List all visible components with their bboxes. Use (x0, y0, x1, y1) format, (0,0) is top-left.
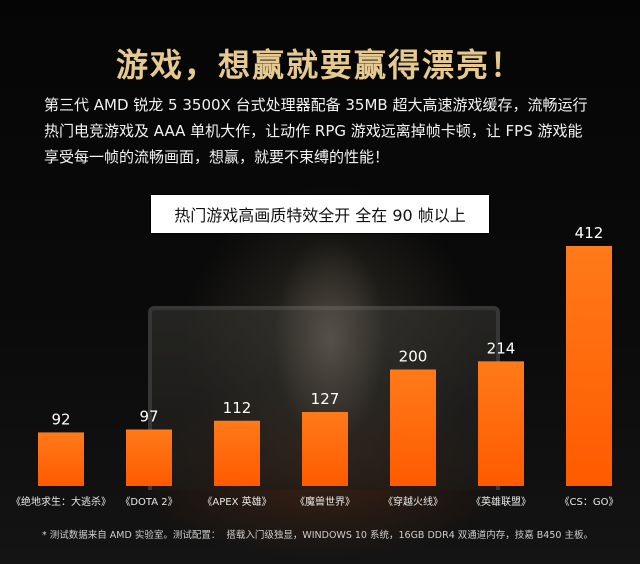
description-line-3: 享受每一帧的流畅画面，想赢，就要不束缚的性能！ (44, 148, 390, 166)
fps-banner: 热门游戏高画质特效全开 全在 90 帧以上 (150, 194, 490, 234)
bar-value-label-6: 412 (575, 224, 604, 242)
bar-0 (38, 432, 84, 486)
footnote-source: * 测试数据来自 AMD 实验室。测试配置： (42, 530, 221, 541)
page-title: 游戏，想赢就要赢得漂亮！ (115, 46, 524, 84)
category-label-2: 《APEX 英雄》 (202, 495, 271, 508)
bar-3 (302, 412, 348, 486)
bar-1 (126, 429, 172, 486)
category-label-0: 《绝地求生：大逃杀》 (11, 495, 111, 508)
description-line-1: 第三代 AMD 锐龙 5 3500X 台式处理器配备 35MB 超大高速游戏缓存… (44, 96, 588, 114)
description-line-2: 热门电竞游戏及 AAA 单机大作，让动作 RPG 游戏远离掉帧卡顿，让 FPS … (44, 122, 583, 140)
bar-2 (214, 420, 260, 486)
bar-6 (566, 246, 612, 486)
category-label-4: 《穿越火线》 (383, 495, 443, 508)
category-label-5: 《英雄联盟》 (471, 495, 531, 508)
bar-value-label-5: 214 (487, 339, 516, 357)
bar-value-label-0: 92 (51, 410, 70, 428)
bar-value-label-1: 97 (139, 407, 158, 425)
bar-value-label-2: 112 (223, 399, 252, 417)
category-label-3: 《魔兽世界》 (295, 495, 355, 508)
footnote: * 测试数据来自 AMD 实验室。测试配置： 搭载入门级独显，WINDOWS 10… (42, 527, 622, 541)
description: 第三代 AMD 锐龙 5 3500X 台式处理器配备 35MB 超大高速游戏缓存… (44, 92, 604, 170)
bar-5 (478, 361, 524, 486)
category-label-6: 《CS：GO》 (560, 496, 619, 508)
category-label-1: 《DOTA 2》 (120, 496, 177, 508)
footnote-config: 搭载入门级独显，WINDOWS 10 系统，16GB DDR4 双通道内存，技嘉… (226, 530, 593, 541)
bar-value-label-3: 127 (311, 390, 340, 408)
bar-4 (390, 369, 436, 486)
bar-value-label-4: 200 (399, 347, 428, 365)
